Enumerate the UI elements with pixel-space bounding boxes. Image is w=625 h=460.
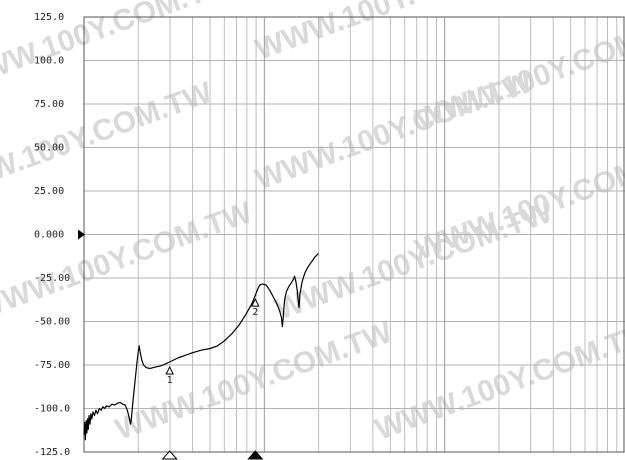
y-tick-label: 100.0: [34, 56, 64, 67]
x-axis-marker: [161, 450, 178, 460]
marker-label: 2: [252, 307, 258, 318]
y-tick-label: 125.0: [34, 12, 64, 23]
y-tick-label: 75.00: [34, 99, 64, 110]
x-axis-marker: [247, 450, 264, 460]
y-tick-label: 25.00: [34, 186, 64, 197]
y-tick-label: -50.00: [34, 317, 70, 328]
watermark-text: WWW.100Y.COM.TW: [0, 196, 257, 327]
marker-label: 1: [167, 375, 173, 386]
y-tick-label: -75.00: [34, 360, 70, 371]
y-tick-label: 50.00: [34, 143, 64, 154]
marker-triangle: [251, 298, 260, 307]
watermark-text: WWW.100Y.COM.TW: [251, 0, 537, 67]
y-tick-label: 0.000: [34, 230, 64, 241]
y-axis-tick-labels: 125.0 100.0 75.00 50.00 25.00 0.000 -25.00 -50.…: [34, 12, 70, 458]
reference-level-marker: [78, 229, 85, 240]
watermark-text: WWW.100Y.COM.TW: [411, 6, 625, 137]
plot-grid: [83, 16, 625, 453]
watermark-text: WWW.100Y.COM.TW: [411, 136, 625, 267]
y-tick-label: -100.0: [34, 404, 70, 415]
watermark-text: WWW.100Y.COM.TW: [0, 76, 217, 207]
y-tick-label: -25.00: [34, 273, 70, 284]
series-trace: [83, 253, 319, 441]
y-tick-label: -125.0: [34, 447, 70, 458]
watermark-text: WWW.100Y.COM.TW: [111, 316, 397, 447]
watermark-layer: WWW.100Y.COM.TW WWW.100Y.COM.TWWWW.100Y.C…: [0, 0, 625, 447]
watermark-text: WWW.100Y.COM.TW: [371, 316, 625, 447]
marker-layer: 12: [161, 298, 264, 460]
marker-triangle: [165, 365, 174, 375]
